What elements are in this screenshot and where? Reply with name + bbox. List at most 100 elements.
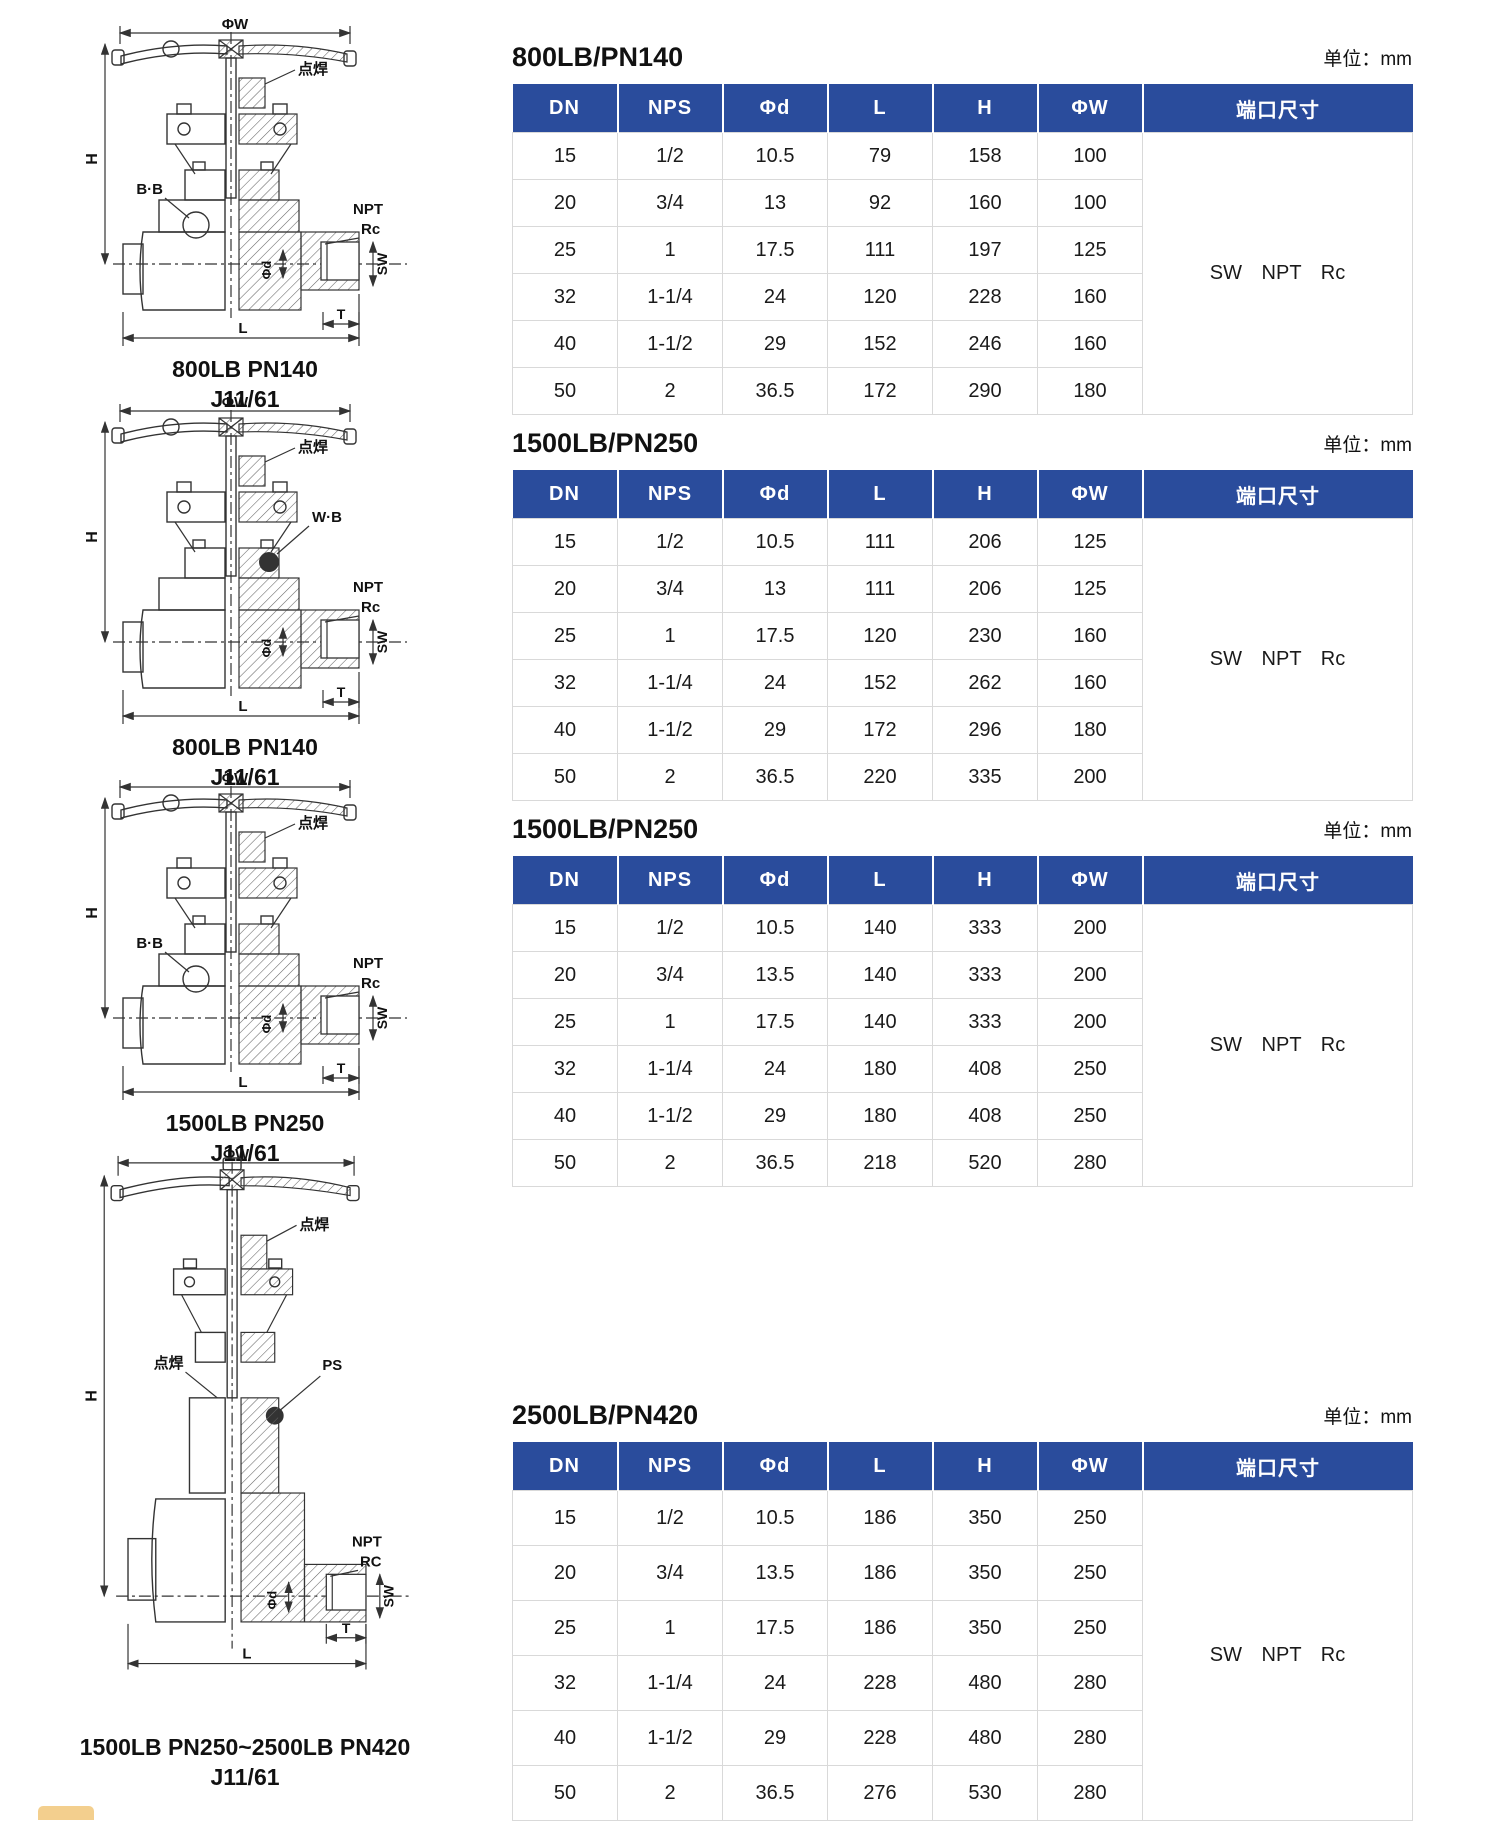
table-row: 40 1-1/2 29 228 480 280 bbox=[512, 1710, 1413, 1766]
table-cell: 228 bbox=[827, 1710, 933, 1766]
table-title: 1500LB/PN250 bbox=[512, 814, 699, 844]
table-row: 25 1 17.5 111 197 125 bbox=[512, 226, 1413, 274]
column-header: DN bbox=[512, 856, 619, 905]
table-row: 50 2 36.5 276 530 280 bbox=[512, 1765, 1413, 1821]
dim-phiw-label: ΦW bbox=[222, 18, 249, 33]
table-cell: 125 bbox=[1037, 226, 1143, 274]
table-cell: 200 bbox=[1037, 998, 1143, 1046]
column-header: DN bbox=[512, 1442, 619, 1491]
table-cell: 290 bbox=[932, 367, 1038, 415]
dim-phiw-label: ΦW bbox=[222, 396, 249, 411]
column-header: L bbox=[827, 84, 934, 133]
table-cell: 29 bbox=[722, 1710, 828, 1766]
table-cell: 50 bbox=[512, 1139, 618, 1187]
table-cell: 24 bbox=[722, 273, 828, 321]
unit-label: 单位：mm bbox=[1323, 435, 1412, 456]
port-npt-label: NPT bbox=[352, 1535, 382, 1551]
column-header: DN bbox=[512, 470, 619, 519]
table-cell: 1-1/2 bbox=[617, 706, 723, 754]
column-header: ΦW bbox=[1037, 84, 1144, 133]
table-cell: 20 bbox=[512, 951, 618, 999]
table-cell: 172 bbox=[827, 367, 933, 415]
table-cell: 36.5 bbox=[722, 753, 828, 801]
dim-phid-label: Φd bbox=[259, 1015, 274, 1034]
dim-phid-label: Φd bbox=[259, 261, 274, 280]
port-size-cell: SW NPT Rc bbox=[1142, 904, 1413, 1187]
table-cell: 79 bbox=[827, 132, 933, 180]
dim-h-label: H bbox=[84, 153, 101, 165]
table-cell: 32 bbox=[512, 659, 618, 707]
dim-sw-label: SW bbox=[374, 630, 390, 653]
table-cell: 2 bbox=[617, 1139, 723, 1187]
table-row: 50 2 36.5 218 520 280 bbox=[512, 1139, 1413, 1187]
table-row: 40 1-1/2 29 152 246 160 bbox=[512, 320, 1413, 368]
table-cell: 15 bbox=[512, 904, 618, 952]
spot-weld-label: 点焊 bbox=[300, 1216, 330, 1233]
spec-table: DN NPS Φd L H ΦW 端口尺寸 15 1/2 10.5 140 333 200 SW NPT … bbox=[512, 856, 1413, 1187]
dim-phiw-label: ΦW bbox=[223, 1148, 250, 1163]
column-header: 端口尺寸 bbox=[1142, 856, 1413, 905]
table-cell: 172 bbox=[827, 706, 933, 754]
side-bb-label: B·B bbox=[136, 181, 163, 198]
table-cell: 160 bbox=[1037, 273, 1143, 321]
table-cell: 1/2 bbox=[617, 518, 723, 566]
column-header: ΦW bbox=[1037, 1442, 1144, 1491]
unit-label: 单位：mm bbox=[1323, 821, 1412, 842]
dim-h-label: H bbox=[84, 907, 101, 919]
section-header: 2500LB/PN420 单位：mm bbox=[512, 1396, 1412, 1432]
table-cell: 1/2 bbox=[617, 132, 723, 180]
drawing-caption-class: 1500LB PN250 bbox=[165, 1110, 325, 1136]
unit-label: 单位：mm bbox=[1323, 49, 1412, 70]
table-cell: 10.5 bbox=[722, 1490, 828, 1546]
table-cell: 335 bbox=[932, 753, 1038, 801]
table-cell: 228 bbox=[827, 1655, 933, 1711]
spec-table: DN NPS Φd L H ΦW 端口尺寸 15 1/2 10.5 186 350 250 SW NPT … bbox=[512, 1442, 1413, 1821]
table-cell: 36.5 bbox=[722, 367, 828, 415]
unit-label: 单位：mm bbox=[1323, 1407, 1412, 1428]
dim-h-label: H bbox=[83, 1390, 100, 1401]
column-header: 端口尺寸 bbox=[1142, 470, 1413, 519]
drawing-caption-model: J11/61 bbox=[210, 1764, 280, 1790]
table-row: 32 1-1/4 24 152 262 160 bbox=[512, 659, 1413, 707]
table-cell: 20 bbox=[512, 179, 618, 227]
spot-weld-label: 点焊 bbox=[298, 815, 328, 832]
table-cell: 3/4 bbox=[617, 951, 723, 999]
table-cell: 1-1/2 bbox=[617, 1710, 723, 1766]
dim-t-label: T bbox=[337, 306, 346, 322]
table-cell: 250 bbox=[1037, 1490, 1143, 1546]
table-cell: 160 bbox=[1037, 659, 1143, 707]
table-cell: 206 bbox=[932, 565, 1038, 613]
column-header: Φd bbox=[722, 470, 829, 519]
column-header: ΦW bbox=[1037, 470, 1144, 519]
table-cell: 32 bbox=[512, 273, 618, 321]
header-row: DN NPS Φd L H ΦW 端口尺寸 bbox=[512, 856, 1413, 905]
column-header: H bbox=[932, 470, 1039, 519]
table-cell: 32 bbox=[512, 1045, 618, 1093]
table-cell: 24 bbox=[722, 1655, 828, 1711]
side-bb-label: B·B bbox=[136, 935, 163, 952]
table-cell: 276 bbox=[827, 1765, 933, 1821]
table-cell: 24 bbox=[722, 659, 828, 707]
table-cell: 1/2 bbox=[617, 1490, 723, 1546]
dim-sw-label: SW bbox=[374, 252, 390, 275]
table-cell: 13.5 bbox=[722, 1545, 828, 1601]
spec-section-800lb: 800LB/PN140 单位：mm DN NPS Φd L H ΦW 端口尺寸 15 1/2 10… bbox=[512, 38, 1413, 415]
drawing-caption-class: 800LB PN140 bbox=[172, 734, 318, 760]
table-cell: 36.5 bbox=[722, 1139, 828, 1187]
table-cell: 17.5 bbox=[722, 226, 828, 274]
column-header: L bbox=[827, 470, 934, 519]
table-cell: 25 bbox=[512, 998, 618, 1046]
table-cell: 230 bbox=[932, 612, 1038, 660]
port-rc-label: Rc bbox=[361, 221, 380, 238]
table-cell: 1/2 bbox=[617, 904, 723, 952]
table-cell: 333 bbox=[932, 998, 1038, 1046]
table-cell: 296 bbox=[932, 706, 1038, 754]
column-header: NPS bbox=[617, 84, 724, 133]
valve-diagram: ΦW 点焊 H NPT Rc Φd SW T L W·B bbox=[55, 396, 435, 728]
table-cell: 25 bbox=[512, 612, 618, 660]
drawing-caption: 800LB PN140 J11/61 bbox=[55, 354, 435, 414]
table-cell: 180 bbox=[827, 1045, 933, 1093]
table-cell: 333 bbox=[932, 951, 1038, 999]
column-header: DN bbox=[512, 84, 619, 133]
